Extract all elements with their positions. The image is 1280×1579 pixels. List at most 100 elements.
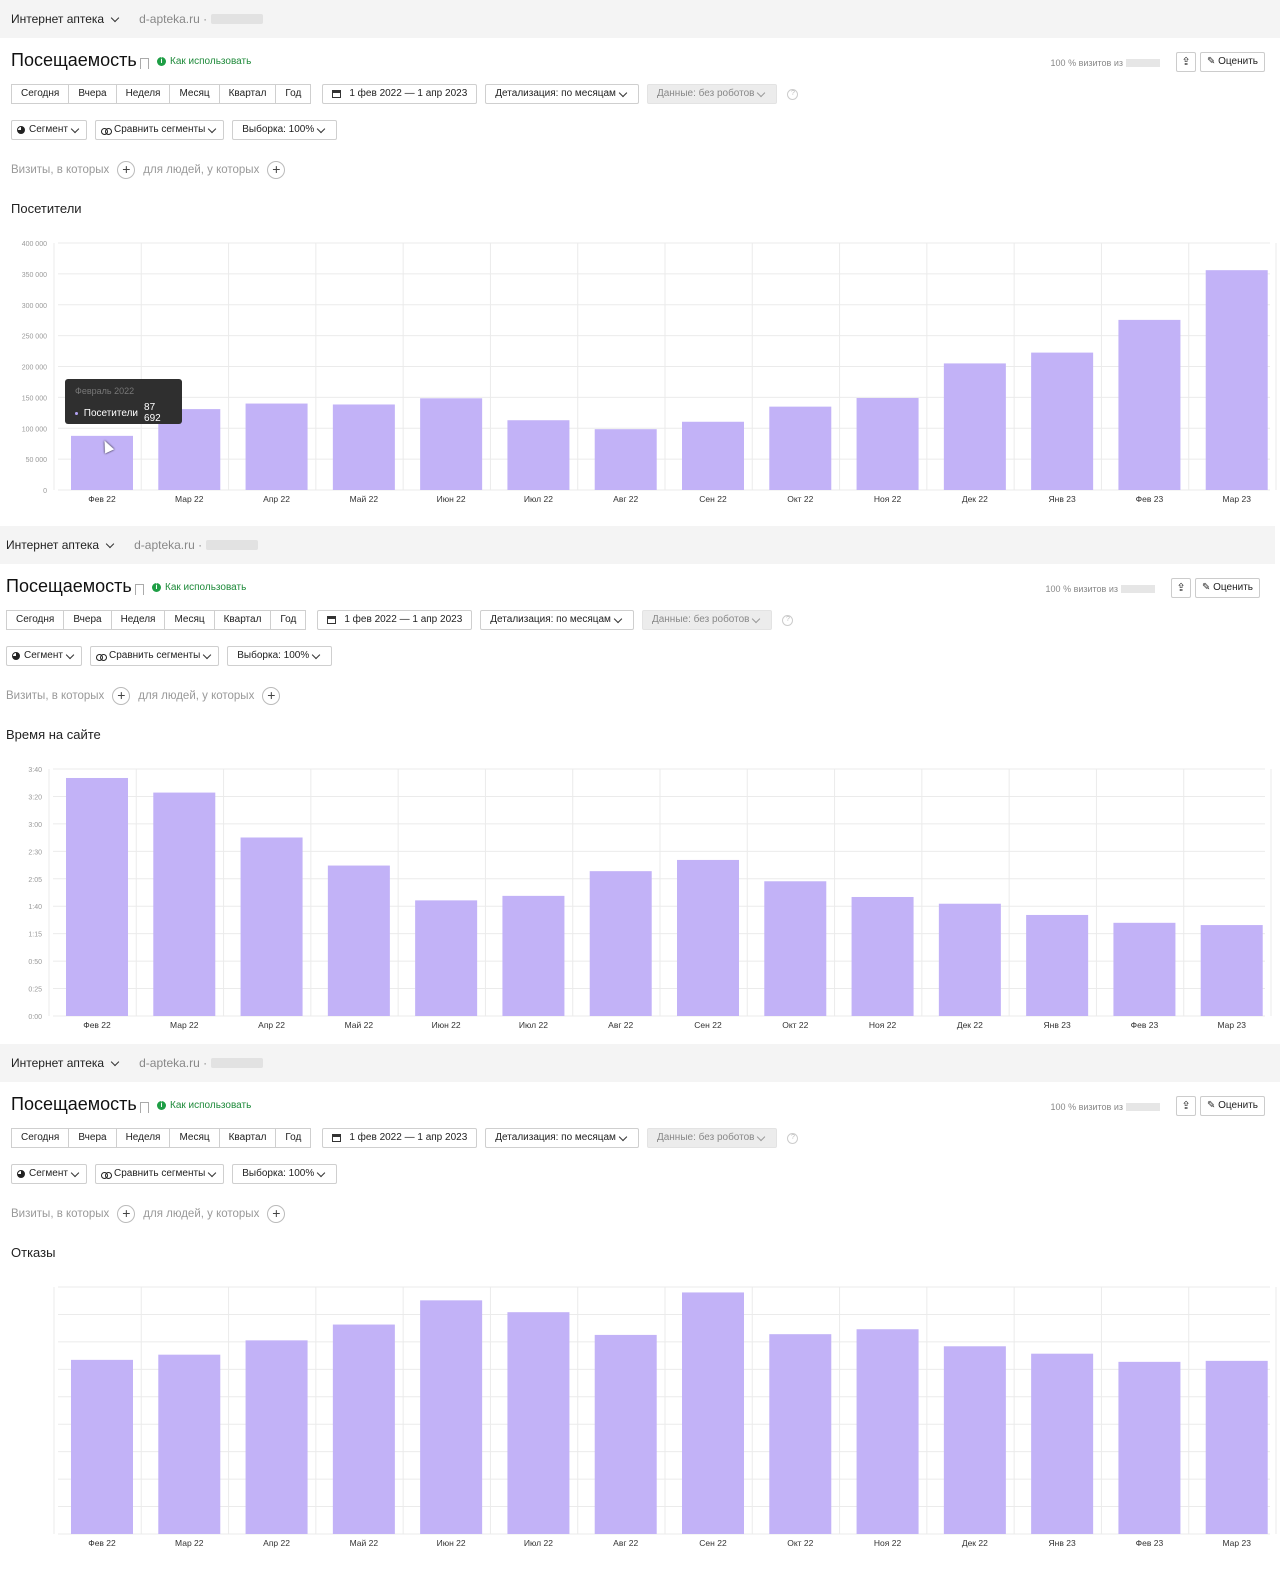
bar-Окт 22[interactable]	[769, 406, 832, 490]
howto-link[interactable]: i Как использовать	[157, 1100, 251, 1111]
period-quarter[interactable]: Квартал	[218, 1128, 277, 1148]
rate-button[interactable]: ✎ Оценить	[1199, 52, 1265, 72]
bar-Фев 22[interactable]	[71, 1359, 133, 1534]
compare-segments-dropdown[interactable]: Сравнить сегменты	[94, 120, 225, 140]
bar-Май 22[interactable]	[332, 404, 395, 490]
bookmark-icon[interactable]	[140, 1102, 149, 1113]
robots-dropdown[interactable]: Данные: без роботов	[646, 1128, 778, 1148]
bar-Окт 22[interactable]	[764, 881, 827, 1016]
period-week[interactable]: Неделя	[110, 610, 166, 630]
bookmark-icon[interactable]	[140, 58, 149, 69]
rate-button[interactable]: ✎ Оценить	[1199, 1096, 1265, 1116]
bar-Янв 23[interactable]	[1031, 1353, 1094, 1534]
bar-Ноя 22[interactable]	[856, 1329, 919, 1534]
period-yesterday[interactable]: Вчера	[63, 610, 112, 630]
bar-Мар 23[interactable]	[1205, 1360, 1268, 1534]
export-button[interactable]: ⇪	[1176, 1096, 1196, 1116]
counter-selector[interactable]: Интернет аптека	[11, 1056, 121, 1070]
robots-dropdown[interactable]: Данные: без роботов	[646, 84, 778, 104]
help-icon[interactable]: ?	[787, 1132, 799, 1144]
counter-selector[interactable]: Интернет аптека	[6, 538, 116, 552]
bar-Мар 23[interactable]	[1205, 270, 1268, 490]
counter-selector[interactable]: Интернет аптека	[11, 12, 121, 26]
bar-Авг 22[interactable]	[589, 871, 652, 1016]
bar-Май 22[interactable]	[327, 865, 390, 1016]
period-quarter[interactable]: Квартал	[213, 610, 272, 630]
bar-Ноя 22[interactable]	[851, 896, 914, 1016]
add-people-filter-button[interactable]: +	[262, 687, 281, 705]
detail-dropdown[interactable]: Детализация: по месяцам	[485, 84, 639, 104]
bar-Янв 23[interactable]	[1026, 914, 1089, 1016]
detail-dropdown[interactable]: Детализация: по месяцам	[480, 610, 634, 630]
date-range-button[interactable]: 1 фев 2022 — 1 апр 2023	[322, 1128, 478, 1148]
bar-Ноя 22[interactable]	[856, 397, 919, 490]
bar-Янв 23[interactable]	[1031, 352, 1094, 490]
export-button[interactable]: ⇪	[1176, 52, 1196, 72]
bar-Май 22[interactable]	[332, 1324, 395, 1534]
sample-dropdown[interactable]: Выборка: 100%	[232, 1164, 338, 1184]
bar-Фев 23[interactable]	[1118, 319, 1181, 490]
period-year[interactable]: Год	[270, 610, 307, 630]
bar-Фев 23[interactable]	[1113, 922, 1176, 1016]
period-today[interactable]: Сегодня	[11, 84, 70, 104]
add-visit-filter-button[interactable]: +	[117, 1205, 136, 1223]
bar-Июн 22[interactable]	[420, 398, 483, 490]
bar-Окт 22[interactable]	[769, 1334, 832, 1534]
bar-Сен 22[interactable]	[682, 421, 744, 490]
detail-dropdown[interactable]: Детализация: по месяцам	[485, 1128, 639, 1148]
bar-Дек 22[interactable]	[938, 903, 1001, 1016]
bar-Фев 22[interactable]	[71, 435, 133, 490]
bar-Мар 23[interactable]	[1200, 925, 1263, 1016]
date-range-button[interactable]: 1 фев 2022 — 1 апр 2023	[322, 84, 478, 104]
howto-link[interactable]: i Как использовать	[152, 582, 246, 593]
bar-Сен 22[interactable]	[682, 1292, 744, 1534]
bar-Сен 22[interactable]	[677, 859, 739, 1016]
compare-segments-dropdown[interactable]: Сравнить сегменты	[89, 646, 220, 666]
bar-Апр 22[interactable]	[245, 403, 308, 490]
bar-Фев 23[interactable]	[1118, 1361, 1181, 1534]
period-year[interactable]: Год	[275, 84, 312, 104]
rate-button[interactable]: ✎ Оценить	[1194, 578, 1260, 598]
export-button[interactable]: ⇪	[1171, 578, 1191, 598]
howto-link[interactable]: i Как использовать	[157, 56, 251, 67]
period-yesterday[interactable]: Вчера	[68, 1128, 117, 1148]
compare-segments-dropdown[interactable]: Сравнить сегменты	[94, 1164, 225, 1184]
segment-dropdown[interactable]: Сегмент	[11, 1164, 87, 1184]
period-today[interactable]: Сегодня	[6, 610, 65, 630]
sample-dropdown[interactable]: Выборка: 100%	[232, 120, 338, 140]
segment-dropdown[interactable]: Сегмент	[6, 646, 82, 666]
bar-Мар 22[interactable]	[158, 1354, 221, 1534]
bar-Июл 22[interactable]	[507, 1312, 570, 1534]
bar-Апр 22[interactable]	[240, 837, 303, 1016]
help-icon[interactable]: ?	[787, 88, 799, 100]
bookmark-icon[interactable]	[135, 584, 144, 595]
add-people-filter-button[interactable]: +	[267, 161, 286, 179]
period-year[interactable]: Год	[275, 1128, 312, 1148]
add-visit-filter-button[interactable]: +	[117, 161, 136, 179]
bar-Дек 22[interactable]	[943, 363, 1006, 490]
bar-Июл 22[interactable]	[502, 895, 565, 1016]
segment-dropdown[interactable]: Сегмент	[11, 120, 87, 140]
bar-Июн 22[interactable]	[415, 900, 478, 1016]
bar-Фев 22[interactable]	[66, 777, 128, 1016]
add-visit-filter-button[interactable]: +	[112, 687, 131, 705]
period-month[interactable]: Месяц	[164, 610, 215, 630]
help-icon[interactable]: ?	[782, 614, 794, 626]
period-month[interactable]: Месяц	[169, 84, 220, 104]
period-quarter[interactable]: Квартал	[218, 84, 277, 104]
add-people-filter-button[interactable]: +	[267, 1205, 286, 1223]
period-month[interactable]: Месяц	[169, 1128, 220, 1148]
bar-Дек 22[interactable]	[943, 1346, 1006, 1534]
period-week[interactable]: Неделя	[115, 1128, 171, 1148]
period-yesterday[interactable]: Вчера	[68, 84, 117, 104]
bar-Авг 22[interactable]	[594, 1334, 657, 1534]
period-week[interactable]: Неделя	[115, 84, 171, 104]
bar-Июл 22[interactable]	[507, 420, 570, 490]
bar-Авг 22[interactable]	[594, 429, 657, 490]
period-today[interactable]: Сегодня	[11, 1128, 70, 1148]
bar-Мар 22[interactable]	[153, 792, 216, 1016]
date-range-button[interactable]: 1 фев 2022 — 1 апр 2023	[317, 610, 473, 630]
bar-Июн 22[interactable]	[420, 1300, 483, 1534]
bar-Апр 22[interactable]	[245, 1340, 308, 1534]
robots-dropdown[interactable]: Данные: без роботов	[641, 610, 773, 630]
